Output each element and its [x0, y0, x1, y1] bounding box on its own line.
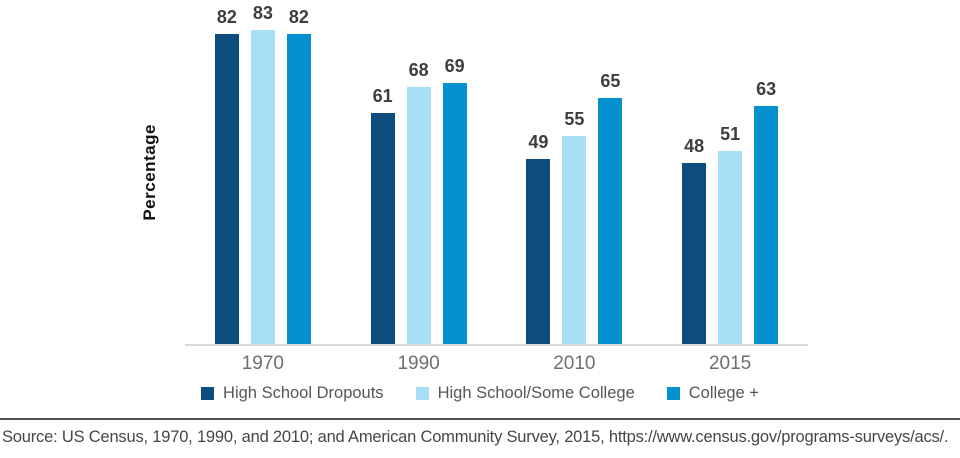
bar-rect: [526, 159, 551, 344]
x-axis-label: 1970: [241, 353, 285, 374]
bar: 69: [442, 56, 467, 344]
bar: 48: [682, 136, 707, 344]
bar-group-2010: 49 55 65: [526, 71, 623, 344]
bar-value-label: 61: [372, 86, 393, 106]
bar: 82: [214, 7, 239, 344]
bar: 55: [562, 109, 587, 344]
y-axis-title: Percentage: [140, 0, 160, 344]
bar-value-label: 48: [684, 136, 705, 156]
bar-value-label: 51: [720, 124, 741, 144]
bar: 68: [406, 60, 431, 344]
bar-value-label: 83: [252, 3, 273, 23]
bar-value-label: 55: [564, 109, 585, 129]
legend-swatch-icon: [201, 387, 215, 400]
x-axis-label: 2015: [708, 353, 752, 374]
x-axis-label: 1990: [397, 353, 440, 374]
bar: 61: [370, 86, 395, 344]
legend-item: High School/Some College: [415, 384, 635, 403]
bar-value-label: 82: [216, 7, 237, 27]
bar: 83: [250, 3, 275, 344]
bar: 63: [754, 79, 779, 344]
bar-rect: [718, 151, 743, 344]
bar-rect: [406, 87, 431, 344]
legend-swatch-icon: [666, 387, 680, 400]
source-note: Source: US Census, 1970, 1990, and 2010;…: [2, 428, 949, 446]
bar: 49: [526, 132, 551, 344]
bar-rect: [442, 83, 467, 344]
bar-rect: [754, 106, 779, 344]
legend-item: High School Dropouts: [201, 384, 384, 403]
x-axis-labels: 1970 1990 2010 2015: [185, 353, 808, 375]
bar-rect: [598, 98, 623, 344]
legend-item: College +: [666, 384, 759, 403]
bar: 51: [718, 124, 743, 344]
bar: 65: [598, 71, 623, 344]
bar-value-label: 49: [528, 132, 549, 152]
bar-value-label: 69: [444, 56, 465, 76]
legend: High School Dropouts High School/Some Col…: [0, 384, 960, 403]
bar-group-1970: 82 83 82: [214, 3, 311, 344]
bar-group-1990: 61 68 69: [370, 56, 467, 344]
x-axis-label: 2010: [553, 353, 596, 374]
bar-rect: [250, 30, 275, 344]
bar-rect: [682, 163, 707, 344]
bar-rect: [370, 113, 395, 344]
bar: 82: [286, 7, 311, 344]
footer-divider: [0, 418, 960, 420]
legend-label: High School Dropouts: [223, 384, 384, 402]
bar-value-label: 63: [756, 79, 777, 99]
legend-swatch-icon: [415, 387, 429, 400]
bar-value-label: 65: [600, 71, 621, 91]
legend-label: High School/Some College: [437, 384, 635, 402]
bar-value-label: 82: [288, 7, 309, 27]
bar-group-2015: 48 51 63: [682, 79, 779, 344]
legend-label: College +: [688, 384, 759, 402]
y-axis-title-text: Percentage: [140, 123, 159, 221]
bar-rect: [214, 34, 239, 344]
bar-rect: [562, 136, 587, 344]
bar-rect: [286, 34, 311, 344]
bar-value-label: 68: [408, 60, 429, 80]
plot-area: 82 83 82 61 68 69 49 55 65 48 51 63: [185, 0, 808, 346]
